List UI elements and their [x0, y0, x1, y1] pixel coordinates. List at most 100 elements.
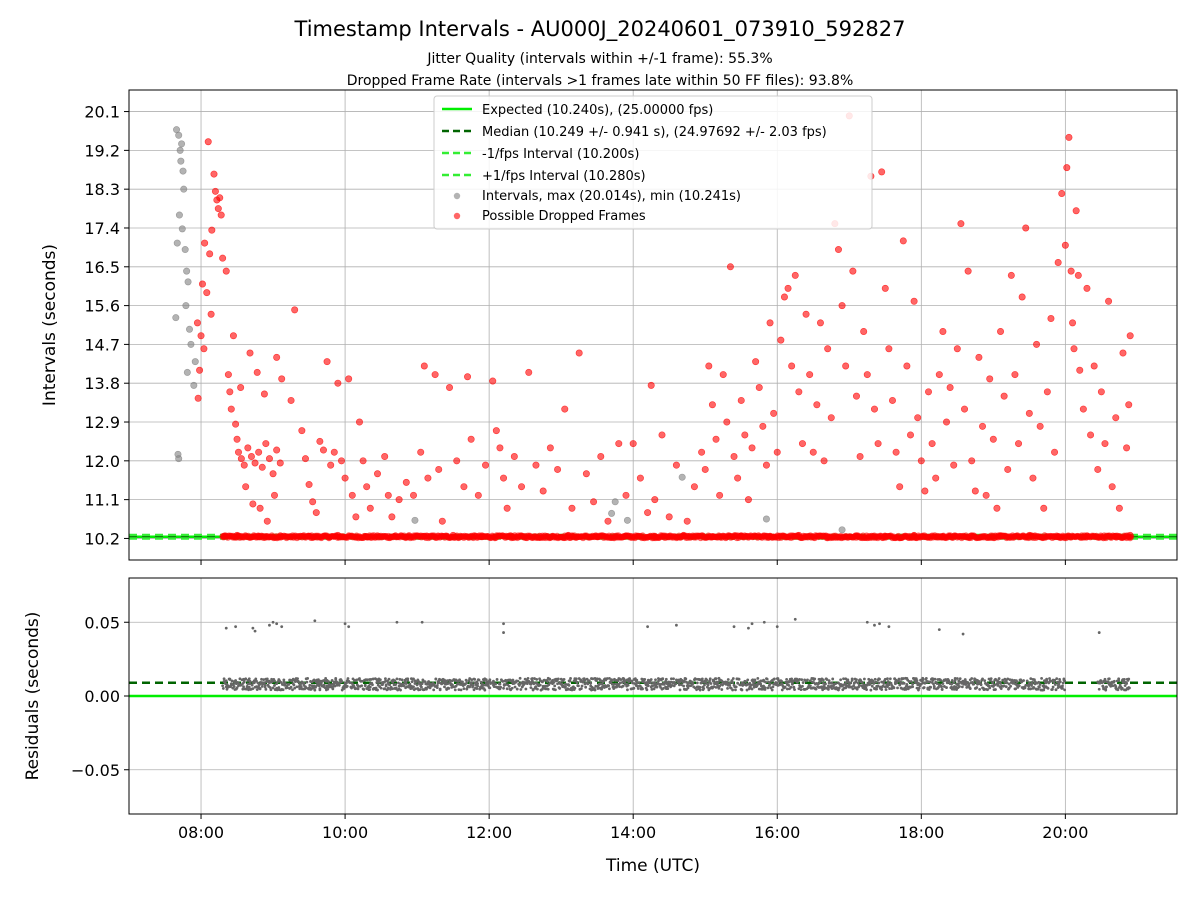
residual-point: [438, 687, 442, 691]
residual-point: [381, 683, 384, 687]
dropped-frame-point: [291, 306, 299, 314]
residual-point: [275, 688, 279, 692]
residual-point: [814, 687, 818, 691]
dropped-frame-point: [644, 509, 652, 517]
residual-point: [950, 678, 954, 682]
residual-point: [1007, 682, 1011, 686]
dropped-frame-point: [935, 371, 943, 379]
residual-point: [706, 683, 710, 687]
residual-point: [739, 683, 742, 687]
dropped-frame-point: [863, 371, 871, 379]
residual-point: [465, 681, 469, 684]
residual-point: [766, 686, 770, 690]
residuals-y-axis-label: Residuals (seconds): [23, 612, 43, 781]
residual-point: [653, 681, 657, 684]
residual-point: [353, 679, 356, 682]
residual-point: [1027, 684, 1031, 688]
residual-point: [842, 677, 845, 681]
residual-point: [865, 688, 868, 691]
residual-point: [608, 687, 611, 691]
residual-point: [608, 676, 611, 680]
residual-point: [498, 682, 502, 686]
residual-point: [728, 681, 732, 685]
residual-point: [453, 688, 457, 692]
residual-point: [383, 687, 387, 691]
dropped-frame-point: [1072, 207, 1080, 215]
residual-point: [635, 681, 639, 685]
residual-outlier-point: [961, 632, 965, 636]
intervals-y-axis-label: Intervals (seconds): [40, 244, 60, 406]
residual-point: [1063, 688, 1067, 692]
residual-point: [311, 686, 315, 690]
residual-point: [298, 687, 302, 691]
dropped-frame-point: [1029, 474, 1037, 482]
residual-point: [717, 686, 721, 690]
residual-point: [1123, 684, 1127, 688]
residual-point: [756, 676, 760, 680]
residual-point: [308, 683, 312, 687]
residual-point: [635, 678, 639, 682]
residual-point: [360, 684, 364, 688]
dropped-frame-point: [1033, 340, 1041, 348]
residual-point: [953, 687, 956, 691]
residual-point: [852, 684, 855, 688]
residual-point: [698, 688, 702, 692]
residual-point: [289, 685, 293, 689]
dropped-frame-point: [989, 435, 997, 443]
residual-point: [418, 688, 422, 691]
residuals-panel: 0.05 0.00 −0.05 08:00 10:00 12:00 14:00 16:00 1…: [23, 577, 1178, 842]
residual-point: [513, 685, 517, 689]
residual-point: [334, 676, 338, 680]
residual-point: [377, 680, 381, 684]
dropped-frame-point: [381, 453, 389, 461]
residual-point: [461, 680, 464, 684]
residual-point: [568, 679, 572, 683]
residual-point: [813, 677, 817, 681]
interval-point: [175, 131, 183, 139]
dropped-frame-point: [438, 517, 446, 525]
dropped-frame-point: [237, 384, 245, 392]
residual-outlier-point: [343, 622, 347, 626]
residual-point: [1100, 681, 1104, 685]
residual-point: [281, 688, 285, 692]
residual-point: [834, 682, 837, 685]
dropped-frame-point: [892, 448, 900, 456]
residual-point: [768, 682, 772, 686]
dropped-frame-point: [424, 474, 432, 482]
residual-point: [423, 680, 427, 684]
dropped-frame-point: [211, 187, 219, 195]
x-tick-label: 08:00: [178, 823, 224, 842]
interval-point: [173, 239, 181, 247]
dropped-frame-point: [219, 254, 227, 262]
dropped-frame-point: [816, 319, 824, 327]
residual-point: [720, 688, 724, 691]
dropped-frame-point: [431, 371, 439, 379]
residual-point: [368, 688, 371, 692]
residual-point: [420, 685, 423, 689]
dropped-frame-point: [197, 332, 205, 340]
residual-point: [919, 682, 923, 686]
residual-point: [1122, 681, 1126, 684]
dropped-frame-point: [1043, 388, 1051, 396]
residual-point: [530, 679, 534, 683]
residual-point: [363, 684, 367, 688]
residual-point: [273, 679, 276, 683]
residual-point: [492, 679, 495, 683]
residual-point: [1042, 684, 1046, 687]
residual-point: [238, 677, 242, 681]
residual-point: [906, 687, 910, 691]
residual-point: [495, 678, 499, 681]
residual-point: [241, 687, 245, 691]
residual-point: [649, 678, 653, 681]
dropped-frame-point: [1097, 388, 1105, 396]
dropped-frame-point: [561, 405, 569, 413]
dropped-frame-point: [273, 353, 281, 361]
residual-point: [342, 687, 346, 690]
interval-point: [187, 340, 195, 348]
residual-point: [1038, 685, 1041, 689]
residual-point: [894, 678, 898, 682]
dropped-frame-point: [849, 267, 857, 275]
residual-point: [360, 679, 364, 683]
residual-point: [790, 677, 794, 681]
residual-point: [457, 688, 461, 692]
